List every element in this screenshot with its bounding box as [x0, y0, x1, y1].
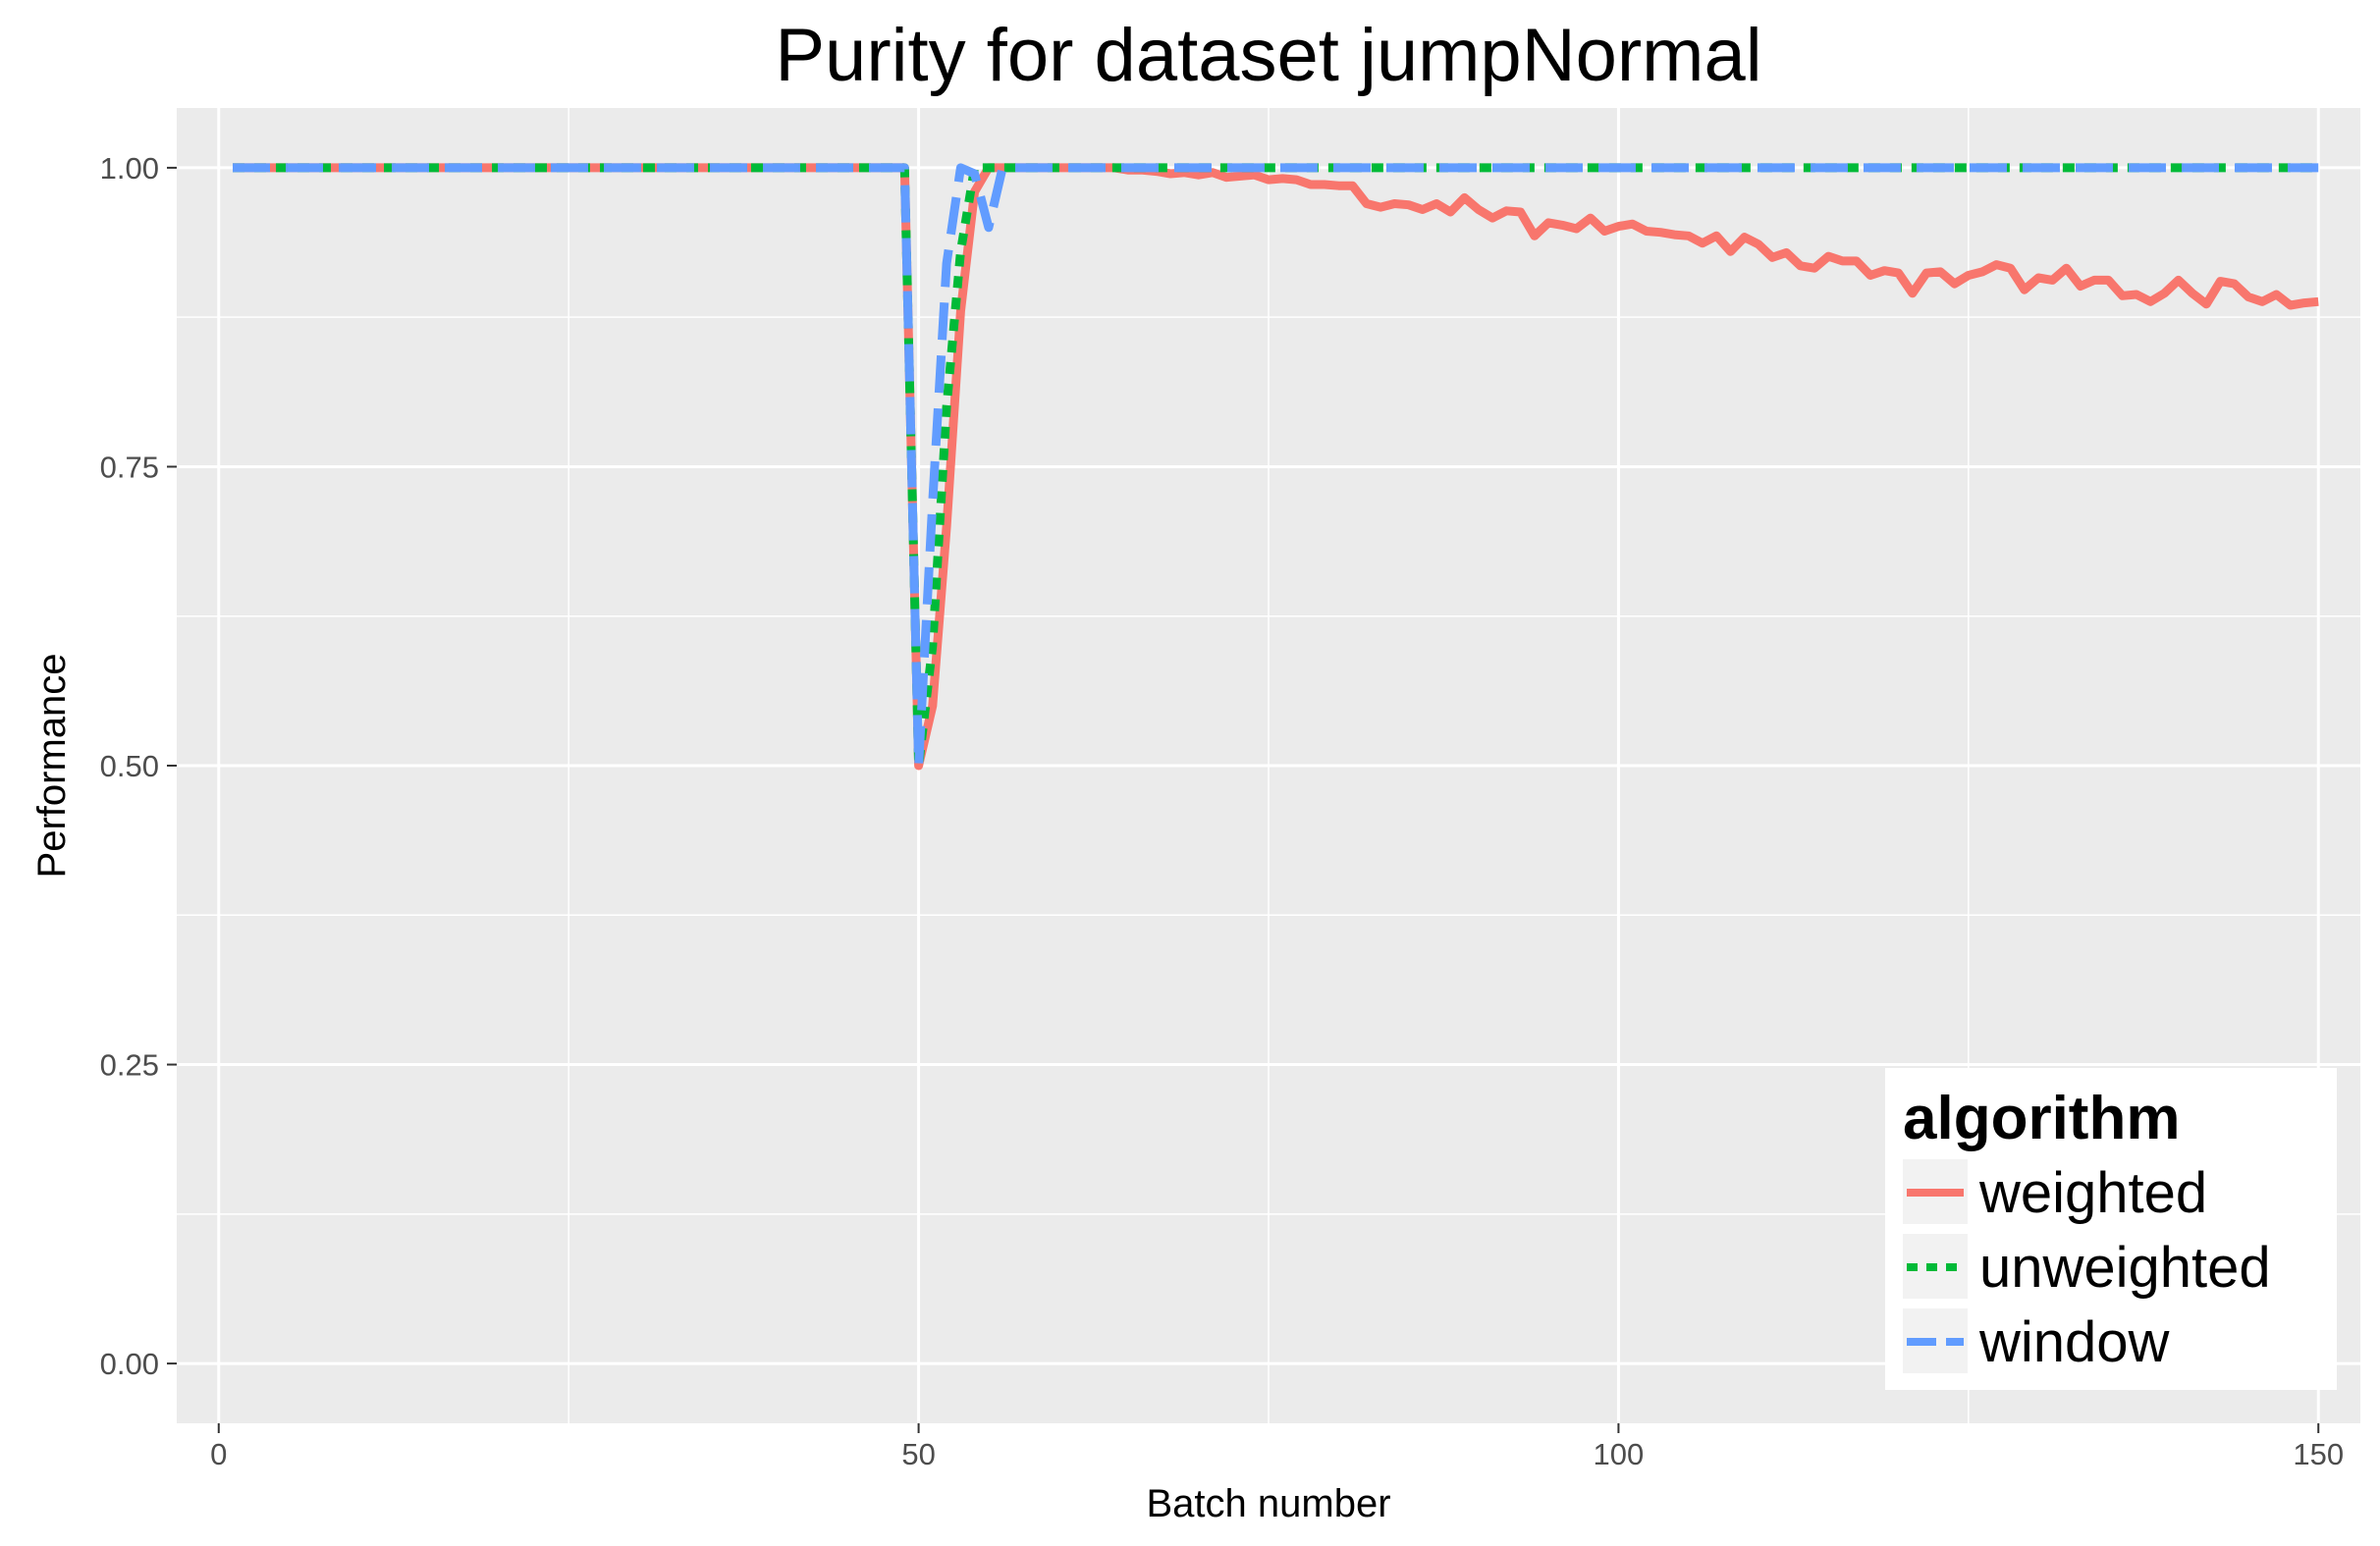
x-tick-label: 0	[210, 1437, 227, 1471]
x-tick-label: 100	[1594, 1437, 1645, 1471]
legend-items: weighted unweighted window	[1903, 1159, 2271, 1374]
legend-label-unweighted: unweighted	[1979, 1236, 2271, 1300]
chart-title: Purity for dataset jumpNormal	[775, 14, 1761, 97]
y-tick-label: 0.25	[100, 1048, 159, 1083]
series-line-window	[233, 163, 2319, 771]
y-tick-label: 0.75	[100, 450, 159, 484]
legend: algorithm weighted unweighted window	[1885, 1068, 2337, 1390]
legend-label-weighted: weighted	[1978, 1161, 2207, 1225]
series-layer	[233, 163, 2319, 771]
y-tick-label: 0.50	[100, 749, 159, 783]
y-axis-title: Performance	[30, 654, 74, 879]
x-axis: 0 50 100 150	[210, 1423, 2344, 1471]
y-tick-label: 1.00	[100, 151, 159, 186]
y-axis: 0.00 0.25 0.50 0.75 1.00	[100, 151, 177, 1381]
legend-label-window: window	[1978, 1310, 2171, 1374]
y-tick-label: 0.00	[100, 1347, 159, 1381]
x-tick-label: 50	[901, 1437, 935, 1471]
x-tick-label: 150	[2293, 1437, 2344, 1471]
x-axis-title: Batch number	[1146, 1482, 1390, 1525]
legend-title: algorithm	[1903, 1085, 2180, 1152]
